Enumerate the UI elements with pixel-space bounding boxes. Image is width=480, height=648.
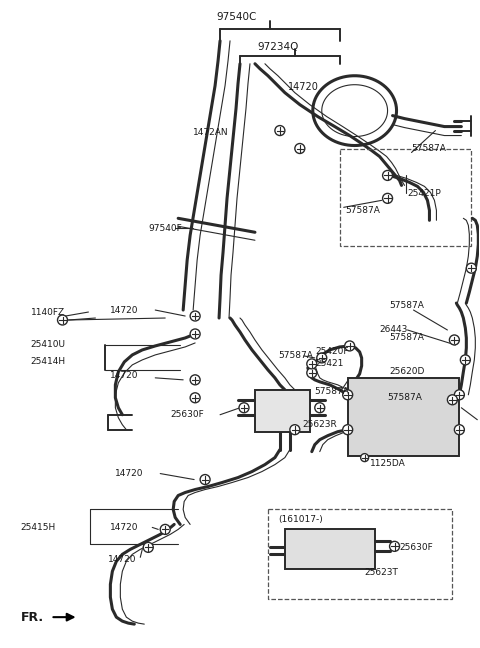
Circle shape bbox=[290, 424, 300, 435]
Circle shape bbox=[343, 424, 353, 435]
Circle shape bbox=[144, 542, 153, 552]
Text: 25620D: 25620D bbox=[390, 367, 425, 376]
Text: 57587A: 57587A bbox=[346, 206, 381, 215]
Circle shape bbox=[449, 335, 459, 345]
Circle shape bbox=[160, 524, 170, 535]
Text: 25630F: 25630F bbox=[399, 543, 433, 552]
Circle shape bbox=[295, 143, 305, 154]
Circle shape bbox=[307, 368, 317, 378]
Text: 57587A: 57587A bbox=[278, 351, 313, 360]
Bar bbox=[268, 509, 452, 599]
Text: 57587A: 57587A bbox=[411, 144, 446, 153]
Text: 14720: 14720 bbox=[110, 306, 139, 314]
Circle shape bbox=[383, 170, 393, 180]
Text: 25415H: 25415H bbox=[21, 523, 56, 532]
Circle shape bbox=[343, 390, 353, 400]
Text: 57587A: 57587A bbox=[390, 301, 424, 310]
Circle shape bbox=[58, 315, 68, 325]
Text: 57587A: 57587A bbox=[390, 334, 424, 342]
Text: 1472AN: 1472AN bbox=[193, 128, 229, 137]
Circle shape bbox=[317, 353, 327, 363]
Text: 14720: 14720 bbox=[288, 82, 319, 91]
Text: 1140FZ: 1140FZ bbox=[31, 308, 65, 316]
Text: 57587A: 57587A bbox=[387, 393, 422, 402]
Circle shape bbox=[455, 424, 464, 435]
Text: 25414H: 25414H bbox=[31, 358, 66, 366]
Circle shape bbox=[447, 395, 457, 405]
Text: 97234Q: 97234Q bbox=[257, 42, 299, 52]
Text: 25623R: 25623R bbox=[303, 420, 337, 429]
Circle shape bbox=[190, 393, 200, 403]
Text: 26443: 26443 bbox=[380, 325, 408, 334]
Circle shape bbox=[345, 341, 355, 351]
Text: 1125DA: 1125DA bbox=[370, 459, 406, 468]
Circle shape bbox=[460, 355, 470, 365]
Circle shape bbox=[315, 403, 325, 413]
Bar bbox=[285, 529, 374, 570]
Text: 14720: 14720 bbox=[110, 371, 139, 380]
Circle shape bbox=[467, 263, 476, 273]
Text: 25630F: 25630F bbox=[170, 410, 204, 419]
Circle shape bbox=[455, 390, 464, 400]
Circle shape bbox=[307, 359, 317, 369]
Text: 25421: 25421 bbox=[316, 360, 344, 368]
Text: 14720: 14720 bbox=[115, 469, 144, 478]
Text: 14720: 14720 bbox=[110, 523, 139, 532]
Circle shape bbox=[200, 474, 210, 485]
Text: 97540C: 97540C bbox=[217, 12, 257, 22]
Circle shape bbox=[190, 375, 200, 385]
Circle shape bbox=[360, 454, 369, 461]
Text: 57587A: 57587A bbox=[314, 388, 348, 397]
Circle shape bbox=[239, 403, 249, 413]
Circle shape bbox=[383, 193, 393, 203]
Circle shape bbox=[275, 126, 285, 135]
Text: 25623T: 25623T bbox=[365, 568, 398, 577]
Bar bbox=[348, 378, 459, 456]
Text: FR.: FR. bbox=[21, 610, 44, 623]
Text: (161017-): (161017-) bbox=[278, 515, 323, 524]
Bar bbox=[255, 390, 310, 432]
Circle shape bbox=[190, 329, 200, 339]
Circle shape bbox=[390, 541, 399, 551]
Text: 14720: 14720 bbox=[108, 555, 137, 564]
Text: 97540F: 97540F bbox=[148, 224, 182, 233]
Text: 25420F: 25420F bbox=[316, 347, 349, 356]
Text: 25421P: 25421P bbox=[408, 189, 441, 198]
Circle shape bbox=[190, 311, 200, 321]
Text: 25410U: 25410U bbox=[31, 340, 66, 349]
Bar bbox=[340, 148, 471, 246]
